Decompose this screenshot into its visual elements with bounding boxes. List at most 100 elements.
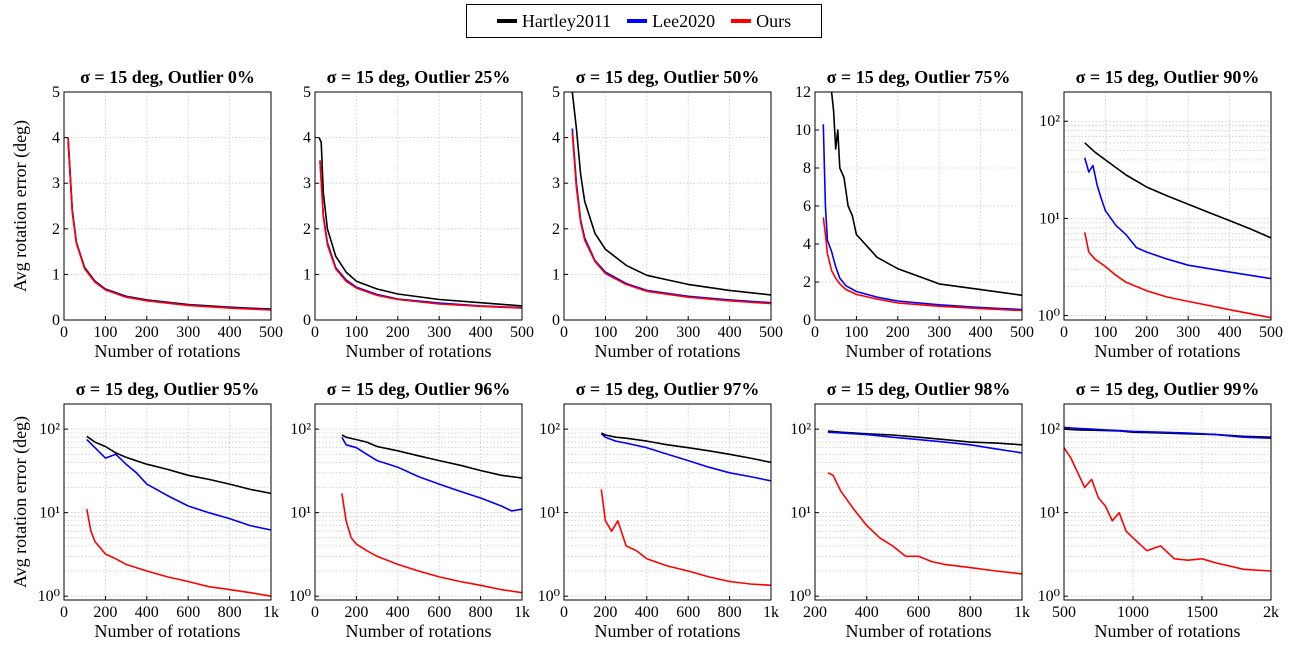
subplot-3: 0 100 200 300 400 500 0 1 2 3 4 5 σ = 15 deg, Outlie… [552,67,783,361]
x-tick-label: 0 [311,324,319,341]
x-axis-label: Number of rotations [1095,341,1241,361]
x-axis-label: Number of rotations [1095,621,1241,641]
y-tick-label: 5 [52,84,60,101]
subplot-2: 0 100 200 300 400 500 0 1 2 3 4 5 σ = 15 deg, Outlie… [303,67,534,361]
x-tick-label: 200 [593,604,617,621]
series-line-lee2020 [86,439,272,531]
x-tick-label: 400 [1218,324,1242,341]
y-tick-label: 5 [303,84,311,101]
x-tick-label: 200 [886,324,910,341]
x-tick-label: 200 [386,324,410,341]
series-line-hartley2011 [571,91,772,296]
legend-swatch-lee2020 [627,19,648,23]
x-tick-label: 0 [1060,324,1068,341]
x-tick-label: 500 [1052,604,1076,621]
x-tick-label: 500 [1010,324,1034,341]
x-axis-label: Number of rotations [95,621,241,641]
y-tick-label: 10⁰ [289,588,311,605]
y-tick-label: 10² [1039,113,1060,130]
x-tick-label: 600 [427,604,451,621]
y-tick-label: 0 [303,312,311,329]
x-tick-label: 500 [759,324,783,341]
x-tick-label: 200 [1135,324,1159,341]
axes-box [1063,91,1272,321]
grid [1063,91,1272,320]
x-tick-label: 0 [560,324,568,341]
grid [563,403,772,600]
x-tick-label: 400 [855,604,879,621]
y-tick-label: 10¹ [1039,505,1060,522]
x-tick-label: 0 [811,324,819,341]
y-tick-label: 4 [303,130,311,147]
series-line-lee2020 [1083,157,1272,280]
legend-item-ours: Ours [731,11,791,32]
grid [314,91,523,321]
y-tick-label: 10¹ [39,505,60,522]
x-tick-label: 400 [469,324,493,341]
series-line-ours [319,160,523,309]
axes-box [314,403,523,601]
subplot-title: σ = 15 deg, Outlier 98% [827,379,1011,399]
x-tick-label: 800 [469,604,493,621]
y-tick-label: 10⁰ [789,588,811,605]
series-line-ours [341,493,523,594]
y-tick-label: 10¹ [790,505,811,522]
series-line-lee2020 [822,124,1023,311]
x-tick-label: 1k [263,604,279,621]
x-tick-label: 200 [93,604,117,621]
y-tick-label: 2 [52,221,60,238]
subplot-title: σ = 15 deg, Outlier 75% [827,67,1011,87]
series-line-lee2020 [319,160,523,309]
x-tick-label: 300 [676,324,700,341]
x-tick-label: 600 [676,604,700,621]
x-tick-label: 500 [510,324,534,341]
x-axis-label: Number of rotations [846,341,992,361]
y-tick-label: 2 [803,274,811,291]
x-tick-label: 100 [1093,324,1117,341]
axes-box [563,403,772,601]
y-tick-label: 3 [303,175,311,192]
x-tick-label: 300 [927,324,951,341]
grid [563,91,772,321]
y-tick-label: 10¹ [539,505,560,522]
legend-label-lee2020: Lee2020 [652,10,716,31]
x-tick-label: 0 [311,604,319,621]
subplot-9: 200 400 600 800 1k 10⁰ 10¹ 10² σ = 15 deg, Outli… [789,379,1030,641]
series-line-ours [827,472,1023,575]
x-tick-label: 300 [1176,324,1200,341]
grid [63,403,272,600]
series-line-lee2020 [571,128,772,304]
x-axis-label: Number of rotations [595,621,741,641]
axes-box [314,91,523,321]
y-tick-label: 2 [552,221,560,238]
series-line-hartley2011 [600,432,772,464]
grid [63,91,272,321]
x-tick-label: 0 [60,324,68,341]
y-tick-label: 10¹ [1039,210,1060,227]
x-axis-label: Number of rotations [95,341,241,361]
x-tick-label: 300 [427,324,451,341]
series-line-ours [600,489,772,587]
y-tick-label: 10² [790,421,811,438]
x-tick-label: 400 [969,324,993,341]
x-axis-label: Number of rotations [346,341,492,361]
x-tick-label: 800 [958,604,982,621]
x-tick-label: 1k [1014,604,1030,621]
subplot-title: σ = 15 deg, Outlier 95% [76,379,260,399]
axes-box [1063,403,1272,601]
y-tick-label: 10² [39,421,60,438]
x-axis-label: Number of rotations [846,621,992,641]
series-line-hartley2011 [318,137,523,307]
x-tick-label: 400 [718,324,742,341]
series-line-ours [1063,447,1272,572]
series-line-hartley2011 [830,91,1023,297]
legend-label-hartley2011: Hartley2011 [521,10,612,31]
subplot-title: σ = 15 deg, Outlier 99% [1076,379,1260,399]
x-tick-label: 1500 [1186,604,1218,621]
subplot-title: σ = 15 deg, Outlier 25% [327,67,511,87]
x-tick-label: 400 [135,604,159,621]
series-line-ours [571,132,772,305]
x-tick-label: 400 [635,604,659,621]
series-line-lee2020 [341,436,523,512]
grid [314,403,523,600]
